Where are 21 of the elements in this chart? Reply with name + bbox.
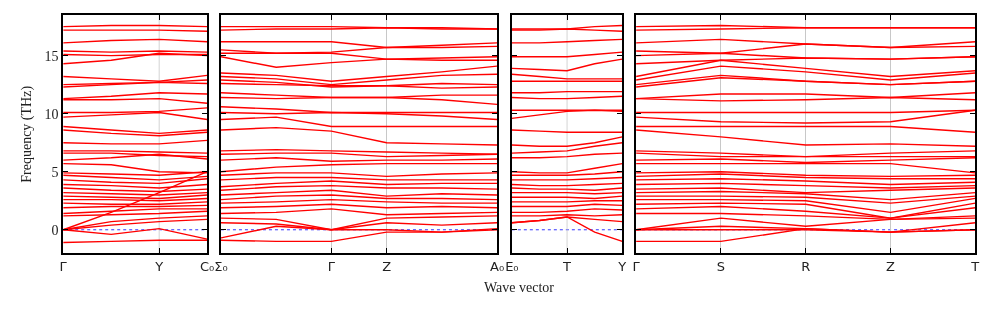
y-tick-label: 15	[44, 48, 59, 64]
x-tick-label: Γ	[632, 258, 641, 274]
x-tick-label: A₀	[490, 258, 505, 274]
x-tick-label: Γ	[59, 258, 68, 274]
x-axis-title: Wave vector	[484, 280, 555, 295]
y-axis-title: Frequency (THz)	[18, 85, 35, 183]
x-tick-label: T	[562, 258, 572, 274]
x-tick-label: E₀	[505, 258, 519, 274]
x-tick-label: Y	[617, 258, 627, 274]
x-tick-label: S	[716, 258, 726, 274]
x-tick-label: Γ	[327, 258, 336, 274]
x-tick-label: Y	[154, 258, 164, 274]
x-tick-label: Z	[886, 258, 896, 274]
x-tick-label: T	[970, 258, 980, 274]
x-tick-label: Σ₀	[214, 258, 228, 274]
x-tick-label: Z	[382, 258, 392, 274]
y-tick-label: 0	[51, 222, 59, 238]
x-tick-label: R	[801, 258, 811, 274]
x-tick-label: C₀	[200, 258, 215, 274]
y-tick-label: 10	[44, 106, 59, 122]
y-tick-label: 5	[51, 164, 59, 180]
